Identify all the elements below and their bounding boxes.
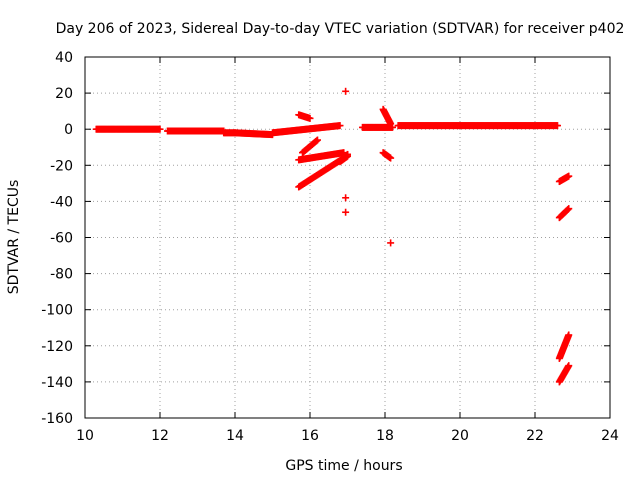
data-marker xyxy=(564,205,572,213)
data-marker xyxy=(342,208,350,216)
y-tick-label: 20 xyxy=(55,86,73,102)
data-marker xyxy=(336,122,344,130)
y-tick-label: -40 xyxy=(50,194,73,210)
axis-ticks: 10 12 14 16 18 20 22 24 -160 -140 -120 -100 -80 -60 -4… xyxy=(41,50,619,444)
plot-frame xyxy=(84,56,611,419)
x-axis-label: GPS time / hours xyxy=(285,458,402,474)
y-tick-label: -120 xyxy=(41,339,73,355)
x-tick-label: 22 xyxy=(526,428,544,444)
y-axis-label: SDTVAR / TECUs xyxy=(6,180,22,295)
x-tick-label: 10 xyxy=(76,428,94,444)
data-marker xyxy=(565,205,573,213)
y-tick-label: -60 xyxy=(50,231,73,247)
y-tick-label: -100 xyxy=(41,303,73,319)
grid-lines xyxy=(85,57,610,418)
data-marker xyxy=(565,331,573,339)
data-marker xyxy=(554,122,561,130)
data-marker xyxy=(389,123,396,131)
y-tick-label: -20 xyxy=(50,158,73,174)
data-marker xyxy=(565,172,573,180)
data-marker xyxy=(387,120,395,128)
data-marker xyxy=(314,136,321,144)
data-marker xyxy=(387,154,395,162)
x-tick-label: 24 xyxy=(601,428,619,444)
y-tick-label: -160 xyxy=(41,411,73,427)
x-tick-label: 14 xyxy=(226,428,244,444)
chart-title: Day 206 of 2023, Sidereal Day-to-day VTE… xyxy=(56,21,625,37)
y-tick-label: -140 xyxy=(41,375,73,391)
y-tick-label: 40 xyxy=(55,50,73,66)
data-marker xyxy=(306,114,314,122)
x-tick-label: 20 xyxy=(451,428,469,444)
x-tick-label: 16 xyxy=(301,428,319,444)
data-marker xyxy=(156,125,164,133)
y-tick-label: 0 xyxy=(64,122,73,138)
data-marker xyxy=(342,194,350,202)
data-marker xyxy=(344,150,351,158)
data-marker xyxy=(342,87,350,95)
data-marker xyxy=(565,362,573,370)
x-tick-label: 12 xyxy=(151,428,169,444)
data-marker xyxy=(387,239,395,247)
data-markers xyxy=(92,87,573,386)
x-tick-label: 18 xyxy=(376,428,394,444)
y-tick-label: -80 xyxy=(50,267,73,283)
